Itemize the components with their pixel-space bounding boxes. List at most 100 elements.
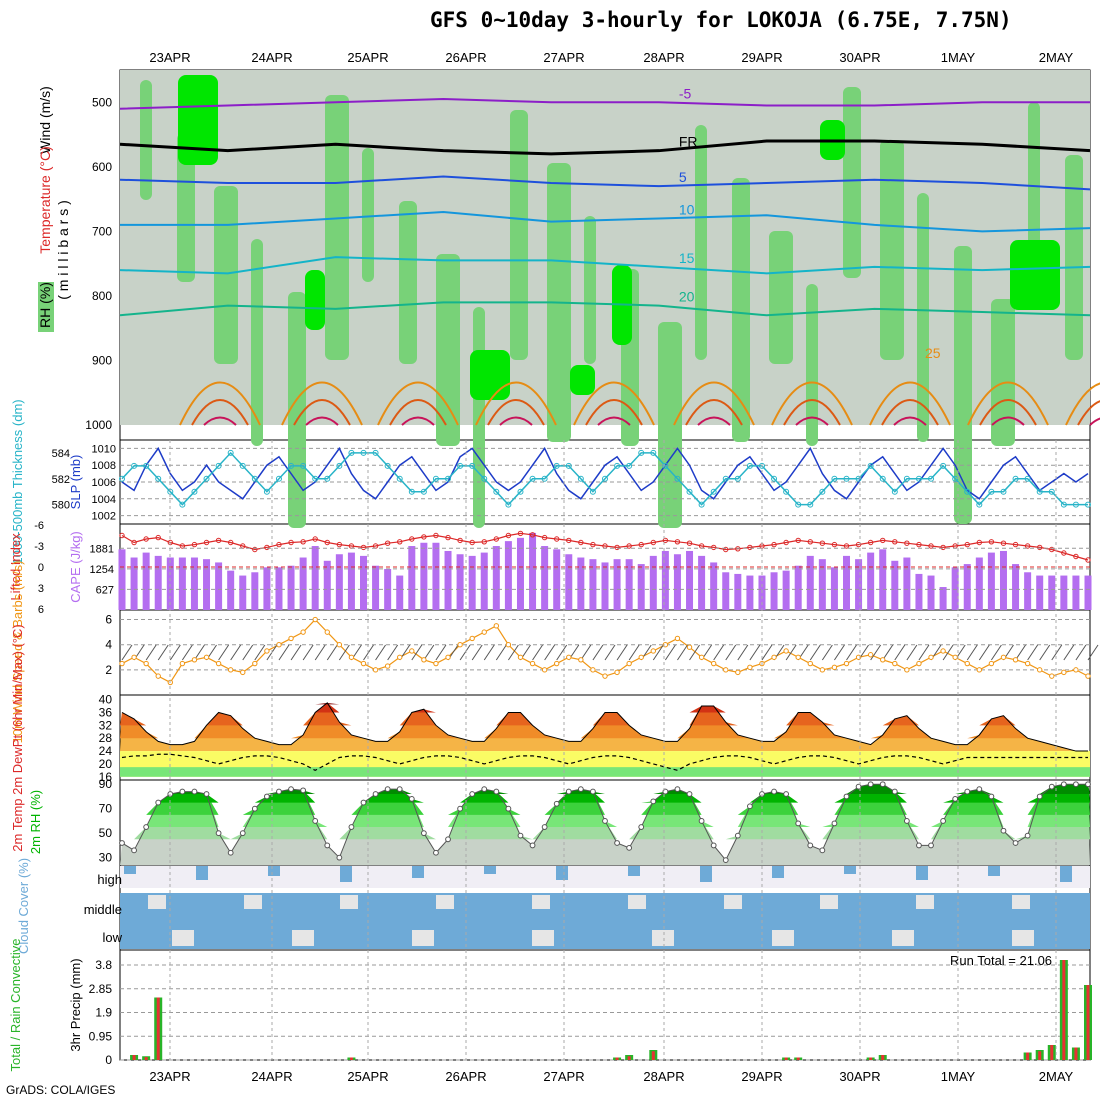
rh-mid-patch	[436, 254, 460, 446]
wind-barb	[338, 644, 350, 661]
li-point	[807, 539, 813, 545]
cape-bar	[360, 555, 367, 610]
thickness-point	[493, 488, 500, 495]
thickness-point	[384, 462, 391, 469]
li-point	[1037, 544, 1043, 551]
li-point	[505, 532, 512, 539]
cloud-low-block	[532, 930, 554, 946]
cloud-high-block	[1060, 866, 1072, 882]
cape-bar	[323, 560, 331, 610]
thickness-point	[698, 501, 705, 508]
cape-bar	[975, 557, 983, 610]
cape-bar	[625, 559, 633, 610]
wind-point	[904, 667, 910, 673]
wind-barb	[677, 644, 688, 661]
li-point	[433, 532, 439, 539]
thickness-point	[771, 475, 778, 482]
thickness-point	[155, 475, 162, 482]
rh-point	[903, 818, 910, 824]
isotherm-label: 20	[679, 289, 695, 305]
cape-bar	[372, 565, 380, 610]
cloud-high-block	[556, 866, 568, 880]
credit-label: GrADS: COLA/IGES	[6, 1083, 116, 1097]
rh-point	[614, 840, 620, 846]
wind-point	[481, 629, 487, 635]
wind-point	[590, 667, 596, 673]
cape-bar	[444, 550, 452, 610]
rh-point	[976, 786, 983, 793]
li-point	[215, 537, 222, 544]
thickness-point	[928, 475, 935, 482]
cloud-high-block	[772, 866, 784, 878]
thickness-point	[288, 462, 295, 469]
date-label-top: 23APR	[149, 50, 190, 65]
precip-convective-bar	[615, 1057, 619, 1060]
wind-axis-label: Wind (m/s)	[37, 86, 53, 154]
wind-point	[433, 660, 439, 667]
cape-bar	[203, 559, 211, 610]
warm-contour	[191, 399, 249, 426]
rh-mid-patch	[177, 133, 195, 282]
li-point	[988, 539, 995, 545]
li-point	[276, 541, 282, 548]
thickness-point	[119, 475, 125, 482]
wind-point	[203, 654, 210, 660]
rh-high-patch	[1010, 240, 1060, 310]
wind-point	[324, 629, 330, 635]
cape-bar	[553, 549, 561, 610]
rh-point	[650, 798, 657, 805]
wind-barb	[471, 644, 483, 661]
thickness-point	[469, 462, 476, 469]
date-label-bottom: 27APR	[543, 1069, 584, 1084]
precip-convective-bar	[1062, 960, 1066, 1060]
cape-bar	[504, 541, 512, 610]
rh-point	[457, 805, 464, 812]
cape-bar	[516, 537, 524, 610]
warm-contour	[487, 399, 545, 426]
warm-contour	[203, 416, 237, 426]
li-point	[880, 537, 886, 544]
wind-tick: 4	[105, 638, 112, 652]
cape-bar	[299, 557, 307, 610]
cloud-mid-block	[628, 895, 646, 909]
thickness-point	[336, 462, 343, 469]
rh-high-patch	[570, 365, 595, 395]
cape-bar	[577, 557, 585, 610]
wind-point	[457, 641, 463, 648]
li-point	[735, 546, 741, 552]
pressure-tick: 600	[92, 160, 112, 174]
wind-barb	[821, 644, 833, 661]
thickness-point	[626, 462, 633, 469]
rh2m-axis-label: 2m RH (%)	[28, 790, 43, 854]
rh-point	[722, 857, 729, 864]
wind-point	[469, 635, 475, 642]
thickness-point	[215, 462, 222, 469]
wind-barb	[906, 644, 918, 661]
thickness-point	[734, 475, 741, 482]
cloud-high-block	[988, 866, 1000, 876]
precip-convective-bar	[796, 1057, 800, 1060]
wind-point	[288, 635, 294, 642]
cloud-high-block	[628, 866, 640, 876]
cape-bar	[311, 546, 319, 610]
li-point	[686, 540, 693, 546]
cape-bar	[347, 552, 355, 610]
li-point	[783, 539, 789, 546]
warm-contour	[389, 399, 447, 426]
li-point	[191, 541, 198, 548]
cloud-high-bg	[120, 866, 1090, 888]
rh-band	[120, 784, 1090, 815]
wind-barb	[942, 644, 954, 661]
cape-bar	[673, 554, 681, 610]
rh-high-patch	[178, 75, 218, 165]
rh-point	[215, 830, 222, 837]
cape-bar	[1024, 572, 1032, 610]
wind-barb	[604, 644, 616, 661]
precip-convective-bar	[1026, 1052, 1030, 1060]
cape-bar	[408, 546, 416, 610]
rh-point	[940, 818, 946, 824]
temperature-line	[121, 702, 1088, 752]
cloud-low-block	[1012, 930, 1034, 946]
li-point	[650, 539, 656, 546]
wind-point	[300, 629, 306, 635]
